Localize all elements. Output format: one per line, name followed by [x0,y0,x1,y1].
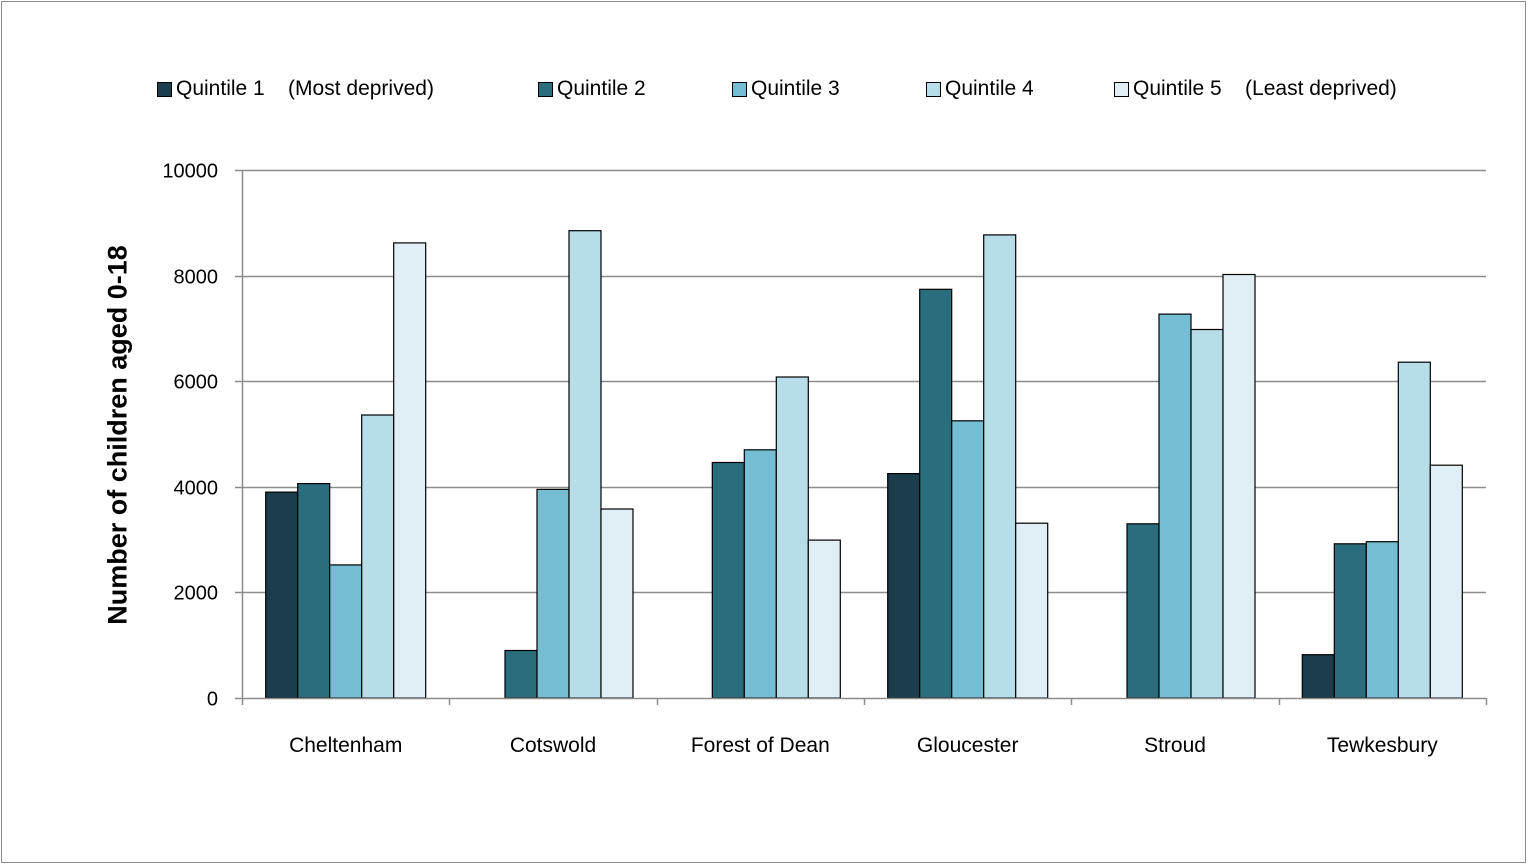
y-tick-label-0: 0 [207,689,218,711]
bar-tewkesbury-q4 [1397,361,1431,699]
bar-cheltenham-q2 [297,483,331,699]
legend-swatch-quintile-5 [1114,81,1129,97]
legend-label-quintile-5: Quintile 5 (Least deprived) [1133,77,1397,100]
bar-cotswold-q4 [568,230,602,699]
legend-label-quintile-1: Quintile 1 (Most deprived) [176,77,434,100]
legend-item-quintile-1: Quintile 1 (Most deprived) [157,76,434,102]
bar-gloucester-q4 [983,234,1017,699]
axes [235,169,1488,705]
legend-label-quintile-3: Quintile 3 [751,77,840,100]
legend-swatch-quintile-3 [732,81,747,97]
x-tick-label-cheltenham: Cheltenham [289,734,402,757]
y-tick-label-10000: 10000 [162,161,218,183]
bar-cotswold-q2 [504,649,538,699]
bar-stroud-q2 [1126,523,1160,699]
legend-item-quintile-3: Quintile 3 [732,76,840,102]
x-tick-label-forest-of-dean: Forest of Dean [691,734,830,757]
legend-label-quintile-4: Quintile 4 [945,77,1034,100]
bar-tewkesbury-q2 [1333,543,1367,699]
y-tick-label-8000: 8000 [174,267,219,289]
bar-stroud-q4 [1190,328,1224,699]
legend-label-quintile-2: Quintile 2 [557,77,646,100]
bar-forest-of-dean-q2 [711,461,745,699]
bar-stroud-q5 [1222,273,1256,699]
bar-tewkesbury-q5 [1429,464,1463,699]
legend-swatch-quintile-4 [926,81,941,97]
bar-gloucester-q3 [951,420,985,699]
x-tick-labels: Cheltenham Cotswold Forest of Dean Gloucest… [289,734,1438,757]
bar-gloucester-q2 [919,288,953,699]
bar-cheltenham-q4 [361,414,395,699]
bar-gloucester-q5 [1015,522,1049,699]
bar-forest-of-dean-q4 [775,376,809,699]
gridlines [242,169,1486,594]
x-tick-label-cotswold: Cotswold [510,734,596,757]
y-tick-label-4000: 4000 [174,478,219,500]
legend-item-quintile-2: Quintile 2 [538,76,646,102]
legend-item-quintile-5: Quintile 5 (Least deprived) [1114,76,1397,102]
legend-swatch-quintile-1 [157,81,172,97]
y-tick-labels: 0 2000 4000 6000 8000 10000 [162,161,218,711]
x-tick-label-stroud: Stroud [1144,734,1206,757]
bar-cotswold-q3 [536,488,570,699]
bar-gloucester-q1 [887,473,921,699]
bar-tewkesbury-q3 [1365,541,1399,699]
x-tick-label-gloucester: Gloucester [917,734,1019,757]
bar-cotswold-q5 [600,508,634,699]
bar-tewkesbury-q1 [1301,654,1335,699]
bar-forest-of-dean-q5 [807,539,841,699]
bar-cheltenham-q5 [393,242,427,699]
bar-cheltenham-q1 [265,491,299,699]
bar-forest-of-dean-q3 [743,449,777,699]
bars [265,230,1463,699]
x-tick-label-tewkesbury: Tewkesbury [1327,734,1438,757]
legend-item-quintile-4: Quintile 4 [926,76,1034,102]
y-tick-label-2000: 2000 [174,583,219,605]
bar-cheltenham-q3 [329,564,363,699]
bar-stroud-q3 [1158,313,1192,699]
y-tick-label-6000: 6000 [174,372,219,394]
legend-swatch-quintile-2 [538,81,553,97]
